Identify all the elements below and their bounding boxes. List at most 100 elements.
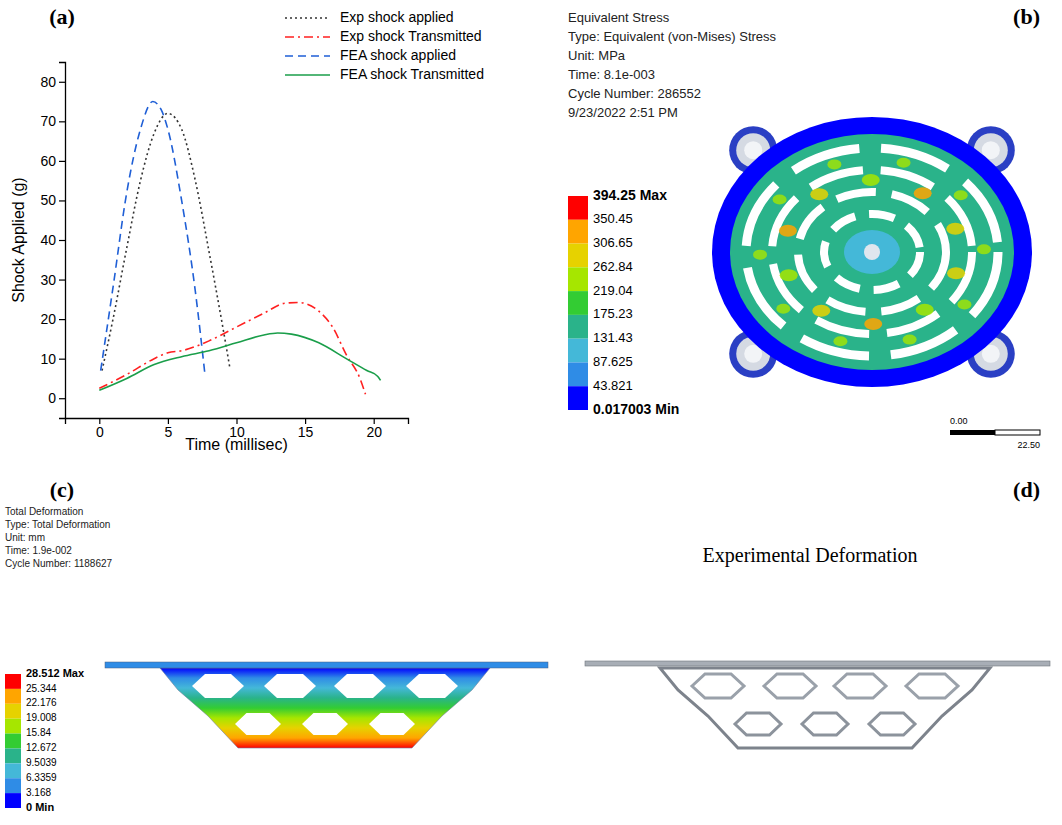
legend-label: Exp shock applied xyxy=(340,9,454,25)
color-bar-label: 131.43 xyxy=(593,330,633,345)
color-bar-band xyxy=(5,734,21,749)
x-tick: 5 xyxy=(165,418,173,440)
color-bar-band xyxy=(568,196,588,220)
color-bar-label: 3.168 xyxy=(26,787,51,798)
line-series xyxy=(99,302,365,394)
x-tick: 20 xyxy=(366,418,382,440)
stress-spot xyxy=(773,194,787,204)
color-bar-band xyxy=(568,339,588,363)
photo-lattice xyxy=(660,668,990,748)
x-tick-label: 5 xyxy=(165,424,173,440)
color-bar-band xyxy=(5,763,21,778)
color-bar-label: 306.65 xyxy=(593,235,633,250)
color-bar-label: 25.344 xyxy=(26,683,57,694)
stress-spot xyxy=(914,187,932,199)
stress-spot xyxy=(957,300,971,310)
photo-strip xyxy=(906,674,958,698)
stress-spot xyxy=(810,188,828,200)
stress-spot xyxy=(779,225,797,237)
line-series xyxy=(102,113,230,370)
figure: (a)(b)(c)(d)0510152001020304050607080Tim… xyxy=(0,0,1062,825)
slot xyxy=(772,170,972,334)
color-bar-label: 9.5039 xyxy=(26,757,57,768)
line-series xyxy=(101,102,205,375)
stress-spot xyxy=(954,190,968,200)
plot-lines xyxy=(99,102,380,395)
legend-label: FEA shock Transmitted xyxy=(340,66,484,82)
stress-spot xyxy=(897,158,911,168)
color-bar-band xyxy=(5,674,21,689)
stress-spot xyxy=(780,269,798,281)
color-bar-label: 87.625 xyxy=(593,354,633,369)
color-bar-band xyxy=(5,778,21,793)
y-tick-label: 20 xyxy=(40,311,56,327)
color-bar-band xyxy=(5,748,21,763)
color-bar-label: 394.25 Max xyxy=(593,187,667,203)
color-bar-label: 28.512 Max xyxy=(26,667,85,679)
info-text: Type: Total Deformation xyxy=(5,519,110,530)
hub-hole xyxy=(864,244,880,260)
slot xyxy=(824,214,920,290)
color-bar-label: 219.04 xyxy=(593,283,633,298)
color-bar-band xyxy=(568,291,588,315)
color-bar-band xyxy=(568,220,588,244)
y-tick: 80 xyxy=(40,74,65,90)
info-text: Equivalent Stress xyxy=(568,10,670,25)
y-axis-line xyxy=(59,63,66,419)
y-tick-label: 0 xyxy=(48,390,56,406)
color-bar-label: 43.821 xyxy=(593,378,633,393)
lattice-hole xyxy=(264,674,316,698)
y-axis-title: Shock Applied (g) xyxy=(10,177,27,302)
deformed-lattice xyxy=(160,668,490,748)
panel-c: Total Deformation Type: Total Deformation… xyxy=(5,506,548,813)
color-bar-band xyxy=(568,244,588,268)
stress-spot xyxy=(833,336,847,346)
color-bar-label: 0.017003 Min xyxy=(593,401,679,417)
y-tick: 60 xyxy=(40,153,65,169)
color-bar-band xyxy=(568,362,588,386)
legend-swatch xyxy=(285,17,330,19)
panel-d: Experimental Deformation xyxy=(585,544,1050,748)
info-text: Cycle Number: 1188627 xyxy=(5,558,113,569)
y-tick: 30 xyxy=(40,272,65,288)
x-tick-label: 0 xyxy=(96,424,104,440)
lattice-hole xyxy=(235,713,281,735)
color-bar-label: 12.672 xyxy=(26,742,57,753)
y-tick-label: 70 xyxy=(40,113,56,129)
y-tick-label: 50 xyxy=(40,192,56,208)
panel-b: Equivalent StressType: Equivalent (von-M… xyxy=(568,10,1040,450)
legend-swatch xyxy=(285,36,330,38)
scale-bar-light xyxy=(995,430,1040,435)
stress-spot xyxy=(827,159,841,169)
info-text: Cycle Number: 286552 xyxy=(568,86,701,101)
stress-spot xyxy=(776,304,790,314)
info-text: 9/23/2022 2:51 PM xyxy=(568,105,678,120)
slot xyxy=(798,192,946,312)
hub xyxy=(844,230,900,274)
stress-spot xyxy=(753,250,767,260)
color-bar-label: 19.008 xyxy=(26,712,57,723)
legend-label: Exp shock Transmitted xyxy=(340,28,482,44)
photo-plate xyxy=(585,661,1050,666)
color-bar-label: 6.3359 xyxy=(26,772,57,783)
panel-letter: (b) xyxy=(1013,4,1040,29)
y-tick: 50 xyxy=(40,192,65,208)
color-bar-label: 175.23 xyxy=(593,306,633,321)
y-tick-label: 30 xyxy=(40,272,56,288)
y-tick-mark xyxy=(59,359,65,360)
x-tick-label: 20 xyxy=(366,424,382,440)
stress-spot xyxy=(903,335,917,345)
y-tick-mark xyxy=(59,240,65,241)
y-tick-mark xyxy=(59,161,65,162)
color-bar-band xyxy=(5,689,21,704)
info-text: Unit: mm xyxy=(5,532,45,543)
stress-spot xyxy=(916,304,934,316)
lattice-hole xyxy=(302,713,348,735)
outer-ring xyxy=(712,117,1032,387)
stress-spot xyxy=(947,267,965,279)
legend-label: FEA shock applied xyxy=(340,47,456,63)
info-text: Total Deformation xyxy=(5,506,83,517)
y-axis: 01020304050607080 xyxy=(40,63,65,419)
panel-a: 0510152001020304050607080Time (millisec)… xyxy=(10,9,484,453)
color-bar-band xyxy=(5,719,21,734)
